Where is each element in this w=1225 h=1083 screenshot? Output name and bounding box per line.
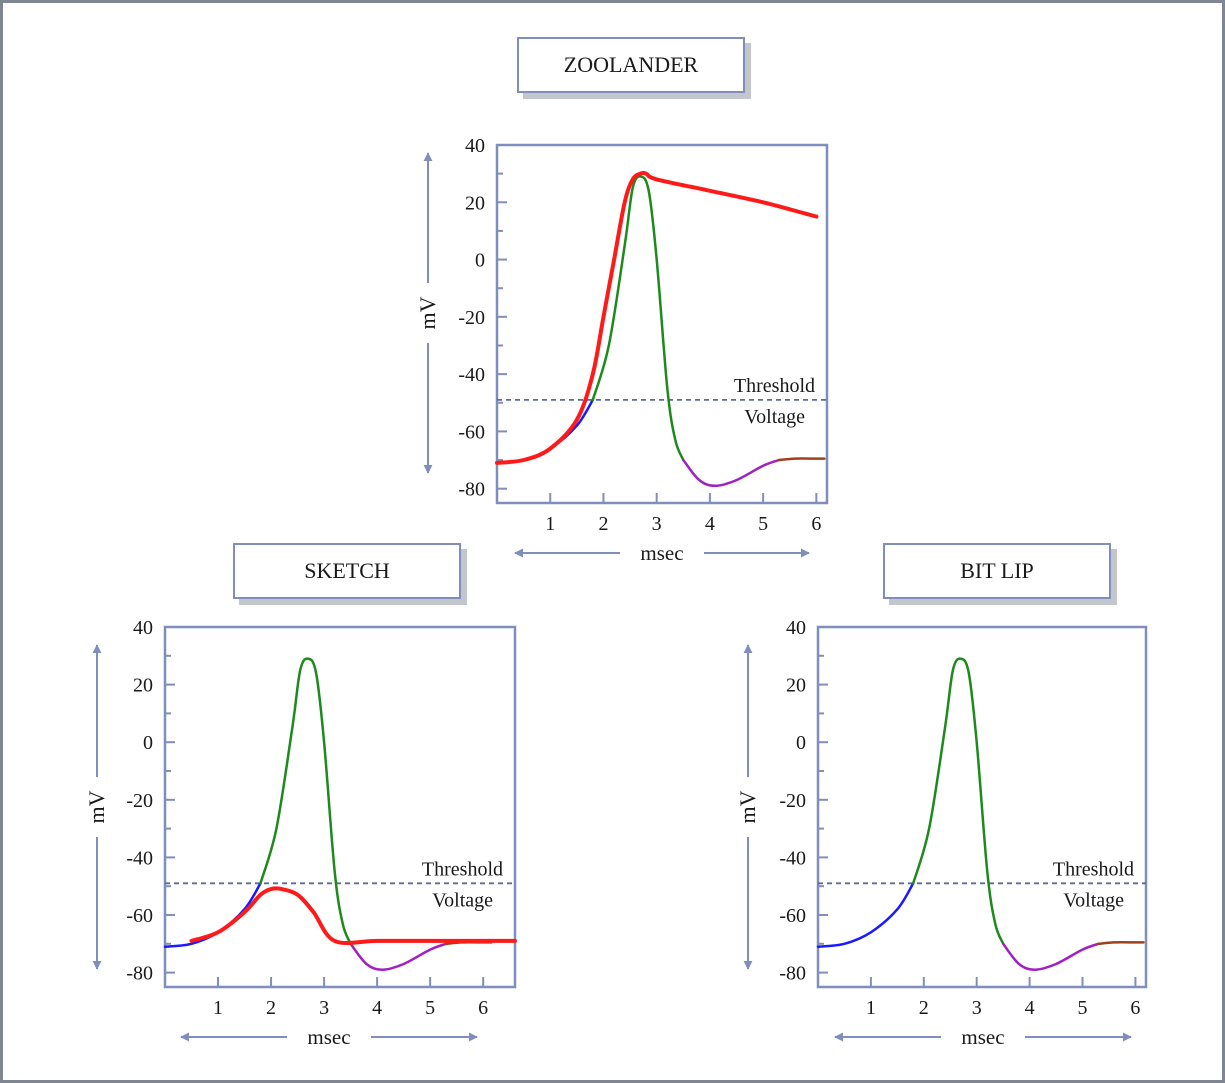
x-tick-label: 6 bbox=[478, 997, 488, 1019]
action-potential-segment bbox=[1097, 941, 1145, 946]
y-tick-label: -80 bbox=[126, 963, 153, 985]
y-tick-label: 20 bbox=[133, 675, 153, 697]
x-tick-label: 1 bbox=[213, 997, 223, 1019]
y-tick-label: 0 bbox=[796, 732, 806, 754]
chart-title: SKETCH bbox=[233, 543, 461, 599]
action-potential-segment bbox=[777, 457, 826, 462]
x-tick-label: 4 bbox=[1025, 997, 1035, 1019]
x-tick-label: 6 bbox=[811, 513, 821, 535]
action-potential-segment bbox=[816, 882, 915, 948]
threshold-label-line2: Voltage bbox=[744, 406, 805, 428]
y-tick-label: -80 bbox=[458, 479, 485, 501]
threshold-label-line1: Threshold bbox=[1053, 858, 1134, 880]
y-axis-label: mV bbox=[735, 790, 760, 823]
x-tick-label: 5 bbox=[758, 513, 768, 535]
x-tick-label: 1 bbox=[866, 997, 876, 1019]
overlay-series-line bbox=[495, 170, 819, 465]
y-tick-label: 0 bbox=[143, 732, 153, 754]
y-tick-label: 20 bbox=[786, 675, 806, 697]
plot-area bbox=[495, 143, 829, 505]
plot-area bbox=[816, 625, 1148, 989]
y-tick-label: -60 bbox=[779, 905, 806, 927]
x-tick-label: 3 bbox=[972, 997, 982, 1019]
chart-title: ZOOLANDER bbox=[517, 37, 745, 93]
y-tick-label: 20 bbox=[465, 192, 485, 214]
y-tick-label: -60 bbox=[458, 421, 485, 443]
y-axis-label: mV bbox=[84, 790, 109, 823]
action-potential-segment bbox=[682, 458, 781, 488]
y-tick-label: -20 bbox=[458, 307, 485, 329]
x-tick-label: 5 bbox=[1078, 997, 1088, 1019]
x-axis-label: msec bbox=[307, 1025, 350, 1049]
title-box-sketch: SKETCH bbox=[233, 543, 467, 605]
chart-0: 40 20 0 -20 -40 -60 -80 1 2 3 4 5 6 mV msec Threshold Vo… bbox=[415, 135, 829, 565]
plot-area bbox=[163, 625, 517, 989]
x-tick-label: 3 bbox=[319, 997, 329, 1019]
y-tick-label: 40 bbox=[133, 617, 153, 639]
threshold-label-line2: Voltage bbox=[432, 889, 493, 911]
title-box-bit-lip: BIT LIP bbox=[883, 543, 1117, 605]
action-potential-segment bbox=[163, 882, 262, 948]
threshold-label-line1: Threshold bbox=[422, 858, 503, 880]
y-tick-label: -60 bbox=[126, 905, 153, 927]
y-tick-label: -20 bbox=[126, 790, 153, 812]
y-tick-label: 40 bbox=[786, 617, 806, 639]
y-axis-label: mV bbox=[415, 296, 440, 329]
x-tick-label: 2 bbox=[598, 513, 608, 535]
x-axis-label: msec bbox=[640, 541, 683, 565]
x-axis-label: msec bbox=[961, 1025, 1004, 1049]
action-potential-segment bbox=[259, 657, 352, 946]
y-tick-label: -20 bbox=[779, 790, 806, 812]
threshold-label-line2: Voltage bbox=[1063, 889, 1124, 911]
x-tick-label: 5 bbox=[425, 997, 435, 1019]
overlay-series-line bbox=[189, 886, 517, 946]
x-tick-label: 2 bbox=[919, 997, 929, 1019]
y-tick-label: -40 bbox=[458, 364, 485, 386]
x-tick-label: 4 bbox=[372, 997, 382, 1019]
x-tick-label: 3 bbox=[652, 513, 662, 535]
title-box-zoolander: ZOOLANDER bbox=[517, 37, 751, 99]
chart-title: BIT LIP bbox=[883, 543, 1111, 599]
x-tick-label: 4 bbox=[705, 513, 715, 535]
chart-1: 40 20 0 -20 -40 -60 -80 1 2 3 4 5 6 mV msec Threshold Vo… bbox=[84, 617, 517, 1049]
y-tick-label: -40 bbox=[126, 847, 153, 869]
chart-2: 40 20 0 -20 -40 -60 -80 1 2 3 4 5 6 mV msec Threshold Vo… bbox=[735, 617, 1148, 1049]
action-potential-segment bbox=[591, 175, 685, 462]
y-tick-label: 40 bbox=[465, 135, 485, 157]
y-tick-label: 0 bbox=[475, 250, 485, 272]
threshold-label-line1: Threshold bbox=[734, 375, 815, 397]
action-potential-segment bbox=[911, 657, 1005, 946]
y-tick-label: -80 bbox=[779, 963, 806, 985]
action-potential-segment bbox=[349, 942, 448, 971]
x-tick-label: 6 bbox=[1130, 997, 1140, 1019]
x-tick-label: 1 bbox=[545, 513, 555, 535]
y-tick-label: -40 bbox=[779, 847, 806, 869]
x-tick-label: 2 bbox=[266, 997, 276, 1019]
action-potential-segment bbox=[1001, 942, 1100, 971]
